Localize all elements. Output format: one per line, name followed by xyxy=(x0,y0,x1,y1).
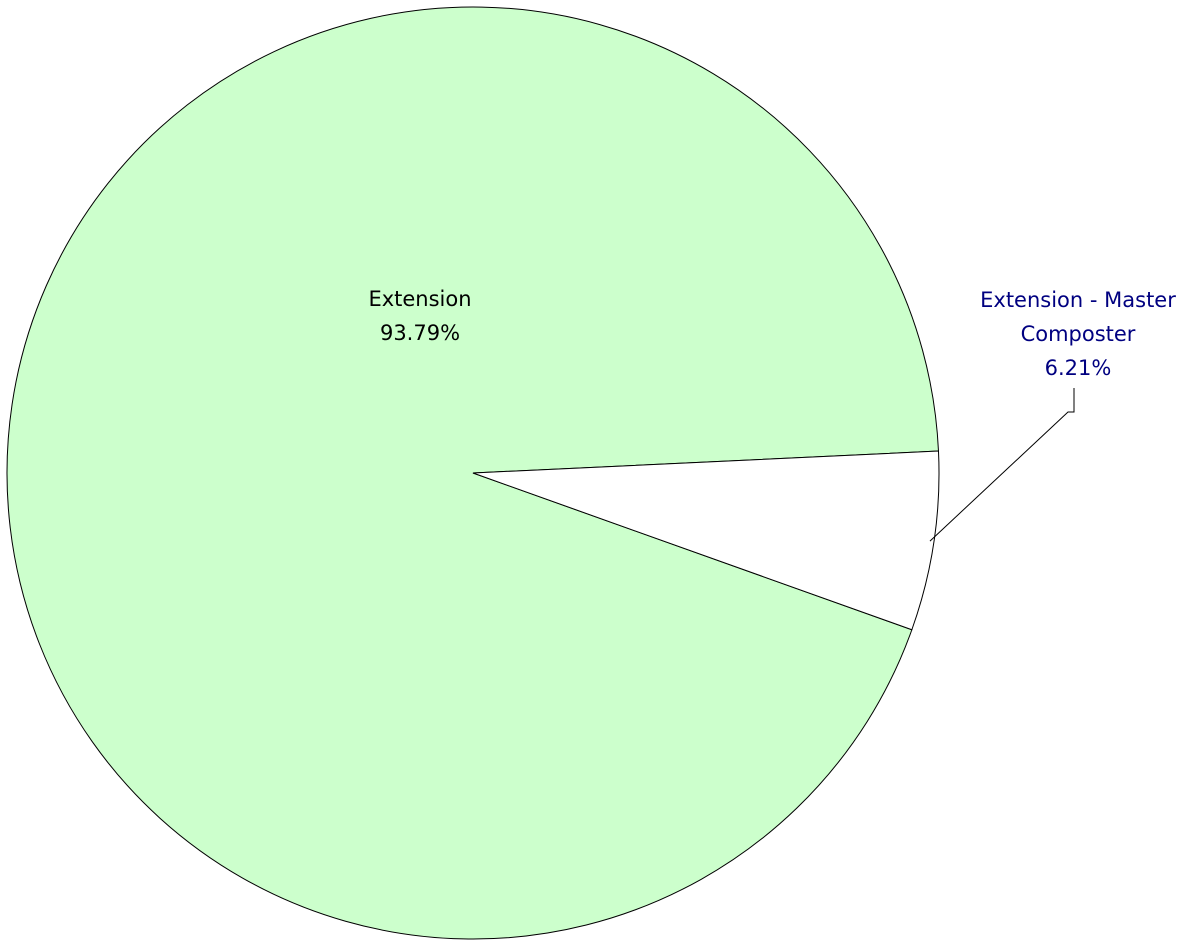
pie-slice-0 xyxy=(6,6,940,940)
leader-lines xyxy=(929,388,1075,542)
pie-slices xyxy=(6,6,940,940)
slice-label-1-line-2: 6.21% xyxy=(1045,356,1112,380)
slice-label-1-line-0: Extension - Master xyxy=(980,288,1176,312)
slice-labels: Extension 93.79% Extension - Master Compost… xyxy=(368,287,1176,380)
slice-label-0-line-1: 93.79% xyxy=(380,321,460,345)
leader-line-1 xyxy=(929,388,1075,542)
slice-label-0: Extension 93.79% xyxy=(368,287,471,345)
pie-slice-1 xyxy=(472,450,940,631)
slice-label-1-line-1: Composter xyxy=(1021,322,1136,346)
slice-label-0-line-0: Extension xyxy=(368,287,471,311)
slice-label-1: Extension - Master Composter 6.21% xyxy=(980,288,1176,380)
